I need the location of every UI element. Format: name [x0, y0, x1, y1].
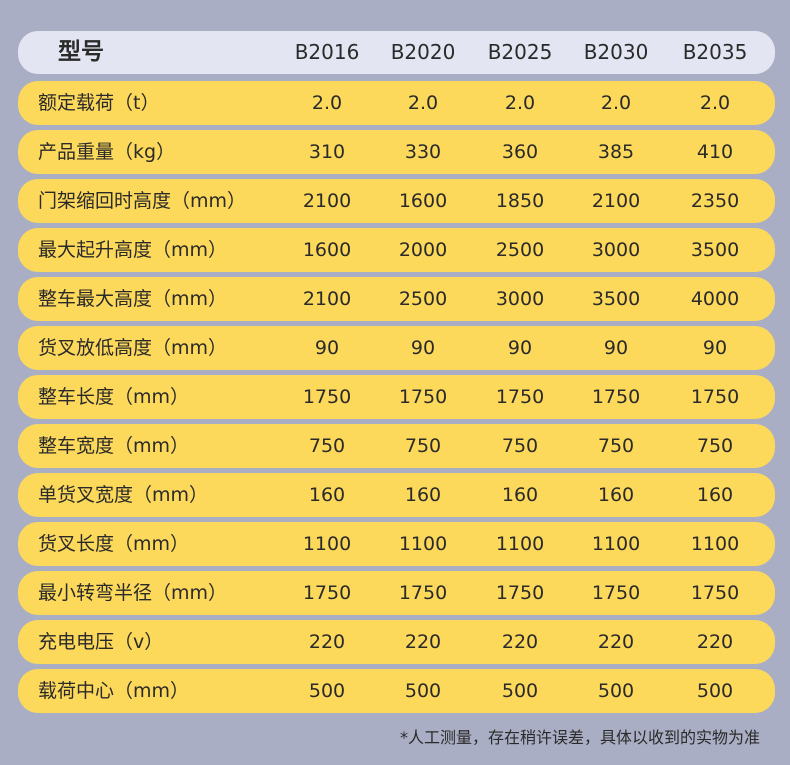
row-label: 额定载荷（t） — [38, 92, 160, 114]
row-value: 1750 — [591, 386, 641, 408]
row-label: 产品重量（kg） — [38, 141, 176, 163]
table-row: 整车长度（mm） 1750 1750 1750 1750 1750 — [18, 375, 775, 419]
row-value: 160 — [404, 484, 442, 506]
row-label: 整车最大高度（mm） — [38, 288, 228, 310]
row-label: 单货叉宽度（mm） — [38, 484, 209, 506]
row-value: 3000 — [495, 288, 545, 310]
row-value: 1100 — [690, 533, 740, 555]
row-value: 360 — [501, 141, 539, 163]
row-label: 货叉长度（mm） — [38, 533, 190, 555]
table-row: 货叉长度（mm） 1100 1100 1100 1100 1100 — [18, 522, 775, 566]
row-value: 220 — [597, 631, 635, 653]
row-value: 2000 — [398, 239, 448, 261]
row-label: 载荷中心（mm） — [38, 680, 190, 702]
row-value: 1750 — [302, 582, 352, 604]
row-value: 1750 — [690, 386, 740, 408]
row-value: 90 — [410, 337, 436, 359]
table-row: 货叉放低高度（mm） 90 90 90 90 90 — [18, 326, 775, 370]
table-row: 最小转弯半径（mm） 1750 1750 1750 1750 1750 — [18, 571, 775, 615]
row-value: 1750 — [398, 582, 448, 604]
row-value: 330 — [404, 141, 442, 163]
table-row: 产品重量（kg） 310 330 360 385 410 — [18, 130, 775, 174]
row-value: 500 — [404, 680, 442, 702]
row-value: 3500 — [591, 288, 641, 310]
header-row: 型号 B2016 B2020 B2025 B2030 B2035 — [18, 31, 775, 74]
row-value: 1100 — [591, 533, 641, 555]
table-row: 整车最大高度（mm） 2100 2500 3000 3500 4000 — [18, 277, 775, 321]
row-value: 2500 — [495, 239, 545, 261]
row-value: 2500 — [398, 288, 448, 310]
row-value: 3000 — [591, 239, 641, 261]
row-value: 220 — [404, 631, 442, 653]
row-value: 1100 — [398, 533, 448, 555]
row-value: 1600 — [398, 190, 448, 212]
row-label: 门架缩回时高度（mm） — [38, 190, 247, 212]
row-value: 500 — [308, 680, 346, 702]
row-value: 90 — [314, 337, 340, 359]
row-value: 220 — [696, 631, 734, 653]
row-value: 2100 — [302, 190, 352, 212]
row-value: 750 — [501, 435, 539, 457]
row-label: 整车宽度（mm） — [38, 435, 190, 457]
row-label: 整车长度（mm） — [38, 386, 190, 408]
row-value: 220 — [308, 631, 346, 653]
row-value: 160 — [308, 484, 346, 506]
row-label: 货叉放低高度（mm） — [38, 337, 228, 359]
row-value: 1750 — [495, 582, 545, 604]
row-value: 500 — [696, 680, 734, 702]
table-row: 额定载荷（t） 2.0 2.0 2.0 2.0 2.0 — [18, 81, 775, 125]
table-row: 充电电压（v） 220 220 220 220 220 — [18, 620, 775, 664]
row-value: 2100 — [302, 288, 352, 310]
model-header: B2035 — [682, 40, 748, 64]
row-value: 4000 — [690, 288, 740, 310]
row-value: 1100 — [302, 533, 352, 555]
table-row: 载荷中心（mm） 500 500 500 500 500 — [18, 669, 775, 713]
row-value: 750 — [597, 435, 635, 457]
row-value: 500 — [597, 680, 635, 702]
row-value: 2.0 — [311, 92, 343, 114]
model-header: B2025 — [487, 40, 553, 64]
row-value: 90 — [603, 337, 629, 359]
row-value: 1750 — [495, 386, 545, 408]
row-label: 充电电压（v） — [38, 631, 164, 653]
row-value: 385 — [597, 141, 635, 163]
table-row: 门架缩回时高度（mm） 2100 1600 1850 2100 2350 — [18, 179, 775, 223]
table-row: 整车宽度（mm） 750 750 750 750 750 — [18, 424, 775, 468]
row-value: 750 — [696, 435, 734, 457]
row-value: 1850 — [495, 190, 545, 212]
row-value: 2.0 — [407, 92, 439, 114]
row-value: 1100 — [495, 533, 545, 555]
row-label: 最小转弯半径（mm） — [38, 582, 228, 604]
row-value: 750 — [404, 435, 442, 457]
row-value: 90 — [507, 337, 533, 359]
row-value: 1750 — [302, 386, 352, 408]
row-value: 3500 — [690, 239, 740, 261]
table-row: 最大起升高度（mm） 1600 2000 2500 3000 3500 — [18, 228, 775, 272]
row-value: 2.0 — [600, 92, 632, 114]
row-value: 220 — [501, 631, 539, 653]
row-label: 最大起升高度（mm） — [38, 239, 228, 261]
row-value: 2.0 — [504, 92, 536, 114]
table-row: 单货叉宽度（mm） 160 160 160 160 160 — [18, 473, 775, 517]
row-value: 410 — [696, 141, 734, 163]
model-header: B2030 — [583, 40, 649, 64]
row-value: 160 — [597, 484, 635, 506]
row-value: 750 — [308, 435, 346, 457]
row-value: 1600 — [302, 239, 352, 261]
row-value: 2350 — [690, 190, 740, 212]
row-value: 2100 — [591, 190, 641, 212]
row-value: 2.0 — [699, 92, 731, 114]
row-value: 1750 — [398, 386, 448, 408]
header-label: 型号 — [58, 39, 104, 65]
footnote: *人工测量，存在稍许误差，具体以收到的实物为准 — [399, 728, 760, 747]
row-value: 160 — [696, 484, 734, 506]
row-value: 90 — [702, 337, 728, 359]
row-value: 500 — [501, 680, 539, 702]
row-value: 1750 — [690, 582, 740, 604]
row-value: 1750 — [591, 582, 641, 604]
row-value: 310 — [308, 141, 346, 163]
model-header: B2016 — [294, 40, 360, 64]
model-header: B2020 — [390, 40, 456, 64]
row-value: 160 — [501, 484, 539, 506]
